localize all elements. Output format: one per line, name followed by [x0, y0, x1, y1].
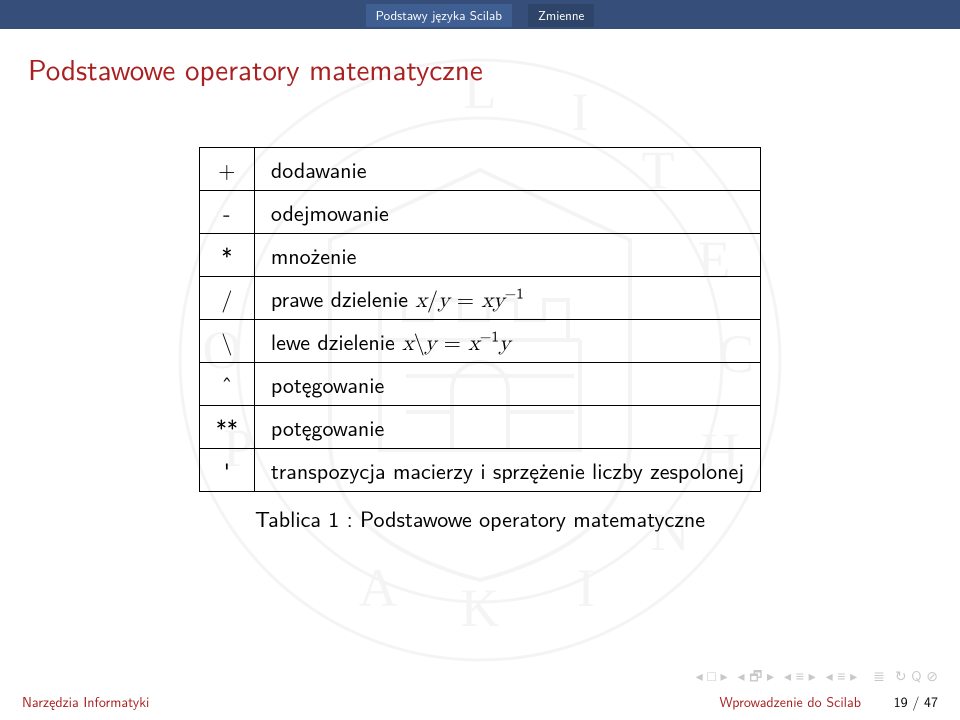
operator-description: odejmowanie: [254, 191, 760, 234]
caption-label: Tablica 1 :: [255, 502, 353, 534]
table-row: -odejmowanie: [199, 191, 760, 234]
operator-description: prawe dzielenie x/y = xy−1: [254, 277, 760, 320]
table-row: ˆpotęgowanie: [199, 363, 760, 406]
footer-right: Wprowadzenie do Scilab 19 / 47: [719, 692, 938, 712]
table-row: **potęgowanie: [199, 406, 760, 449]
operator-symbol: *: [199, 234, 254, 277]
operator-symbol: **: [199, 406, 254, 449]
svg-text:I: I: [577, 558, 595, 618]
operator-symbol: \: [199, 320, 254, 363]
page-counter: 19 / 47: [894, 692, 938, 712]
svg-text:A: A: [359, 558, 398, 618]
table-row: +dodawanie: [199, 148, 760, 191]
slide-content: +dodawanie-odejmowanie*mnożenie/prawe dz…: [0, 95, 960, 534]
footer-left: Narzędzia Informatyki: [22, 692, 149, 712]
page-current: 19: [894, 692, 908, 712]
breadcrumb-header: Podstawy języka Scilab Zmienne: [0, 0, 960, 29]
operator-symbol: +: [199, 148, 254, 191]
table-row: *mnożenie: [199, 234, 760, 277]
operator-symbol: -: [199, 191, 254, 234]
table-row: \lewe dzielenie x\y = x−1y: [199, 320, 760, 363]
operators-table: +dodawanie-odejmowanie*mnożenie/prawe dz…: [199, 147, 761, 492]
operator-description: lewe dzielenie x\y = x−1y: [254, 320, 760, 363]
operator-description: potęgowanie: [254, 363, 760, 406]
operator-symbol: ': [199, 449, 254, 492]
operator-description: mnożenie: [254, 234, 760, 277]
operator-symbol: /: [199, 277, 254, 320]
footer-center: Wprowadzenie do Scilab: [719, 692, 861, 712]
operator-description: transpozycja macierzy i sprzężenie liczb…: [254, 449, 760, 492]
table-caption: Tablica 1 : Podstawowe operatory matemat…: [28, 502, 932, 534]
breadcrumb-item[interactable]: Zmienne: [528, 4, 594, 27]
operator-description: potęgowanie: [254, 406, 760, 449]
table-row: 'transpozycja macierzy i sprzężenie licz…: [199, 449, 760, 492]
operator-description: dodawanie: [254, 148, 760, 191]
caption-text: Podstawowe operatory matematyczne: [360, 502, 705, 534]
table-row: /prawe dzielenie x/y = xy−1: [199, 277, 760, 320]
operator-symbol: ˆ: [199, 363, 254, 406]
title-text: Podstawowe operatory matematyczne: [28, 47, 483, 89]
page-total: 47: [924, 692, 938, 712]
svg-text:K: K: [461, 578, 500, 638]
breadcrumb-item[interactable]: Podstawy języka Scilab: [366, 4, 512, 27]
slide-title: Podstawowe operatory matematyczne: [0, 29, 960, 95]
slide-footer: Narzędzia Informatyki Wprowadzenie do Sc…: [0, 686, 960, 720]
